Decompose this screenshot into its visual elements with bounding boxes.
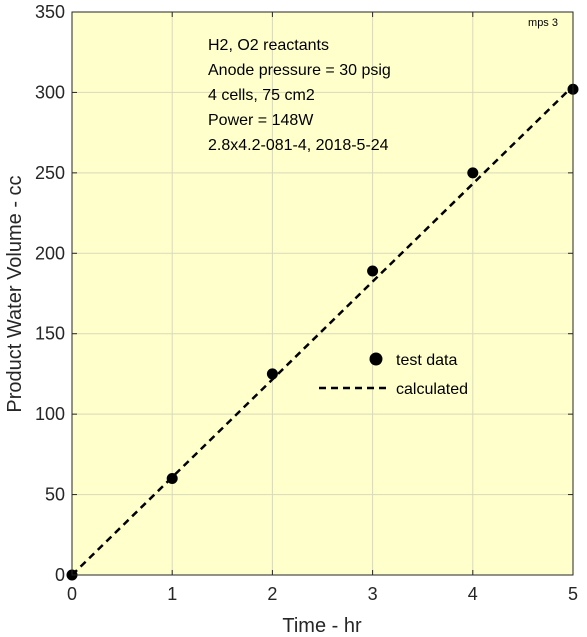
x-tick-label: 5 xyxy=(568,584,578,604)
x-tick-label: 3 xyxy=(368,584,378,604)
y-axis-label: Product Water Volume - cc xyxy=(4,175,26,412)
x-tick-label: 0 xyxy=(67,584,77,604)
x-tick-label: 2 xyxy=(267,584,277,604)
y-tick-label: 300 xyxy=(35,82,65,102)
x-tick-label: 4 xyxy=(468,584,478,604)
data-point-test-data xyxy=(367,265,379,277)
legend: test data calculated xyxy=(319,352,468,398)
series-line-calculated xyxy=(71,85,574,576)
x-tick-labels: 0 1 2 3 4 5 xyxy=(67,12,578,604)
annotation-line-1: H2, O2 reactants xyxy=(208,37,329,54)
y-tick-label: 100 xyxy=(35,404,65,424)
plot-area xyxy=(72,12,573,575)
data-point-test-data xyxy=(467,167,479,179)
annotation-line-3: 4 cells, 75 cm2 xyxy=(208,87,315,104)
annotation-line-5: 2.8x4.2-081-4, 2018-5-24 xyxy=(208,137,389,154)
y-tick-label: 150 xyxy=(35,324,65,344)
x-axis-label: Time - hr xyxy=(282,615,362,637)
y-tick-label: 200 xyxy=(35,243,65,263)
legend-label-test-data: test data xyxy=(396,352,457,369)
y-tick-label: 0 xyxy=(55,565,65,585)
y-tick-label: 250 xyxy=(35,163,65,183)
legend-marker-test-data xyxy=(369,352,383,366)
data-point-test-data xyxy=(166,472,178,484)
corner-label: mps 3 xyxy=(528,17,558,29)
y-tick-labels: 0 50 100 150 200 250 300 350 xyxy=(35,2,573,585)
legend-label-calculated: calculated xyxy=(396,381,468,398)
y-tick-label: 50 xyxy=(45,485,65,505)
data-point-test-data xyxy=(266,368,278,380)
x-tick-label: 1 xyxy=(167,584,177,604)
plot-frame xyxy=(71,11,574,576)
annotation-block: H2, O2 reactants Anode pressure = 30 psi… xyxy=(208,37,391,154)
annotation-line-4: Power = 148W xyxy=(208,112,314,129)
annotation-line-2: Anode pressure = 30 psig xyxy=(208,62,391,79)
y-tick-label: 350 xyxy=(35,2,65,22)
